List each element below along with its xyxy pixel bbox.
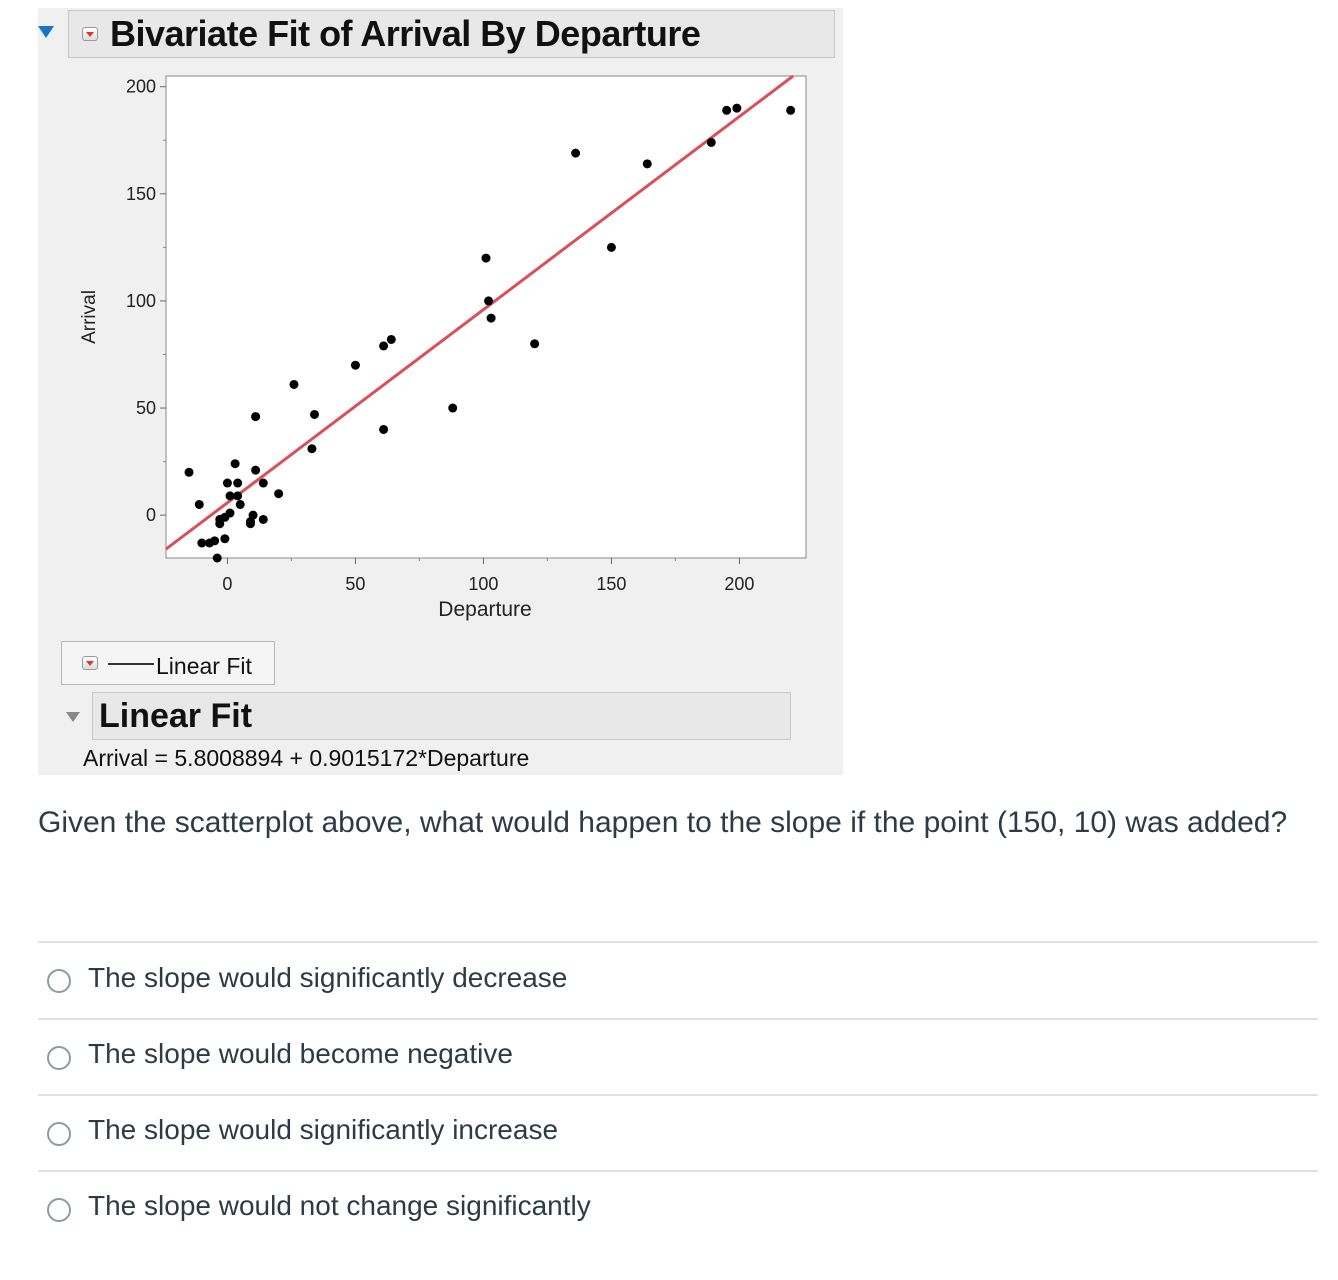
y-tick-label: 150	[126, 184, 156, 204]
answer-option-label[interactable]: The slope would significantly increase	[88, 1114, 559, 1145]
x-axis: 0 50 100 150 200	[222, 558, 754, 594]
data-point	[233, 478, 243, 488]
x-tick-label: 50	[345, 574, 365, 594]
data-point	[225, 491, 235, 501]
plot-frame	[165, 75, 807, 559]
report-title-bar	[68, 10, 835, 58]
data-point	[350, 360, 360, 370]
fit-section-title: Linear Fit	[99, 697, 253, 735]
x-tick-label: 200	[724, 574, 754, 594]
scatter-chart: 0 50 100 150 200 0 50 100 150 200 Departure Arri…	[79, 74, 807, 621]
y-axis: 0 50 100 150 200	[126, 77, 166, 525]
data-point	[258, 514, 268, 524]
disclosure-triangle-icon[interactable]	[38, 26, 54, 38]
radio-button[interactable]	[47, 1122, 71, 1146]
data-point	[251, 412, 261, 422]
x-tick-label: 0	[222, 574, 232, 594]
x-tick-label: 100	[468, 574, 498, 594]
data-point	[230, 459, 240, 469]
data-point	[274, 489, 284, 499]
legend-line-swatch	[108, 663, 154, 665]
data-point	[222, 478, 232, 488]
answer-option-label[interactable]: The slope would significantly decrease	[88, 962, 568, 993]
data-point	[225, 508, 235, 518]
answer-option[interactable]: The slope would significantly increase	[38, 1096, 1318, 1170]
data-point	[289, 379, 299, 389]
data-point	[307, 444, 317, 454]
data-point	[606, 242, 616, 252]
data-point	[571, 148, 581, 158]
data-point	[481, 253, 491, 263]
answer-option[interactable]: The slope would significantly decrease	[38, 943, 1318, 1017]
data-point	[248, 510, 258, 520]
data-point	[732, 103, 742, 113]
red-triangle-menu-icon[interactable]	[82, 656, 98, 670]
fit-line	[165, 74, 795, 551]
divider	[38, 1094, 1318, 1096]
y-axis-label: Arrival	[79, 290, 100, 344]
data-point	[212, 553, 222, 563]
radio-button[interactable]	[47, 969, 71, 993]
data-point	[722, 105, 732, 115]
data-point	[706, 137, 716, 147]
divider	[38, 1170, 1318, 1172]
answer-option[interactable]: The slope would not change significantly	[38, 1172, 1318, 1246]
data-point	[530, 339, 540, 349]
radio-button[interactable]	[47, 1046, 71, 1070]
data-point	[184, 467, 194, 477]
legend-label: Linear Fit	[156, 653, 252, 679]
answer-option[interactable]: The slope would become negative	[38, 1020, 1318, 1094]
data-point	[379, 424, 389, 434]
data-point	[210, 536, 220, 546]
question-text: Given the scatterplot above, what would …	[38, 806, 1288, 839]
data-point	[484, 296, 494, 306]
data-point	[258, 478, 268, 488]
y-tick-label: 200	[126, 77, 156, 97]
y-tick-label: 0	[146, 505, 156, 525]
y-tick-label: 50	[136, 398, 156, 418]
data-point	[448, 403, 458, 413]
data-point	[251, 465, 261, 475]
divider	[38, 1018, 1318, 1020]
divider	[38, 941, 1318, 943]
data-point	[233, 491, 243, 501]
fit-equation: Arrival = 5.8008894 + 0.9015172*Departur…	[83, 745, 530, 771]
data-point	[379, 341, 389, 351]
data-points	[184, 103, 796, 563]
data-point	[197, 538, 207, 548]
disclosure-triangle-icon[interactable]	[66, 712, 80, 722]
data-point	[486, 313, 496, 323]
data-point	[235, 499, 245, 509]
answer-option-label[interactable]: The slope would not change significantly	[88, 1190, 591, 1221]
fit-line-layer	[165, 74, 795, 551]
radio-button[interactable]	[47, 1198, 71, 1222]
answer-option-label[interactable]: The slope would become negative	[88, 1038, 513, 1069]
data-point	[194, 499, 204, 509]
report-title: Bivariate Fit of Arrival By Departure	[110, 13, 701, 54]
data-point	[786, 105, 796, 115]
x-axis-label: Departure	[438, 598, 531, 621]
red-triangle-menu-icon[interactable]	[82, 27, 98, 41]
y-tick-label: 100	[126, 291, 156, 311]
data-point	[642, 159, 652, 169]
data-point	[386, 334, 396, 344]
fit-section-header	[92, 692, 791, 740]
data-point	[309, 409, 319, 419]
x-tick-label: 150	[596, 574, 626, 594]
data-point	[220, 534, 230, 544]
